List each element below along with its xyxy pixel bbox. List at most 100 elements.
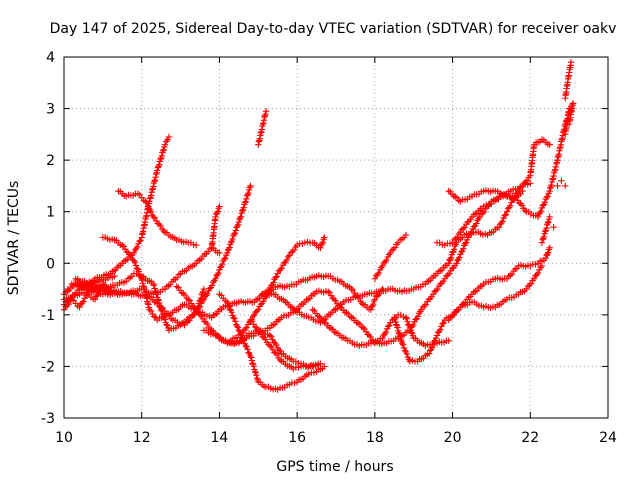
- series-sat-r: [445, 100, 577, 324]
- data-point: [228, 309, 235, 316]
- data-point: [289, 248, 296, 255]
- data-point: [266, 342, 274, 349]
- data-point: [139, 277, 146, 284]
- data-point: [152, 287, 159, 295]
- data-point: [126, 251, 133, 258]
- data-point: [143, 199, 150, 207]
- data-point: [519, 187, 526, 195]
- data-point: [403, 315, 410, 322]
- data-point: [537, 207, 545, 215]
- data-point: [135, 268, 142, 275]
- data-point: [382, 328, 390, 336]
- data-point: [154, 164, 162, 171]
- data-point: [225, 245, 232, 253]
- data-point: [414, 313, 422, 320]
- data-point: [120, 243, 127, 250]
- data-point: [253, 375, 261, 382]
- data-point: [554, 182, 561, 190]
- chart-title: Day 147 of 2025, Sidereal Day-to-day VTE…: [50, 21, 617, 37]
- data-point: [403, 350, 411, 358]
- data-point: [277, 266, 284, 273]
- x-tick-label: 12: [133, 430, 151, 446]
- y-tick-label: 2: [46, 153, 55, 169]
- data-point: [164, 136, 171, 143]
- data-point: [378, 264, 385, 271]
- data-point: [276, 356, 284, 364]
- data-point: [445, 270, 453, 277]
- data-point: [545, 246, 553, 253]
- data-point: [158, 152, 165, 160]
- data-point: [146, 195, 154, 202]
- data-point: [212, 275, 219, 282]
- data-point: [163, 321, 170, 328]
- data-point: [215, 205, 222, 212]
- series-sat-d: [60, 107, 270, 334]
- data-point: [449, 239, 456, 246]
- data-point: [445, 187, 452, 195]
- data-point: [231, 229, 239, 237]
- data-point: [154, 167, 161, 174]
- data-point: [151, 178, 158, 185]
- data-point: [270, 279, 277, 286]
- data-point: [248, 316, 256, 323]
- data-point: [130, 249, 138, 257]
- data-point: [569, 100, 577, 107]
- data-point: [251, 311, 258, 319]
- data-point: [448, 265, 456, 272]
- data-point: [450, 246, 458, 253]
- data-point: [473, 220, 480, 227]
- data-point: [145, 301, 152, 308]
- data-point: [445, 337, 452, 344]
- data-point: [437, 326, 444, 333]
- data-point: [203, 292, 210, 299]
- data-point: [147, 208, 155, 216]
- data-point: [369, 302, 376, 309]
- data-point: [534, 269, 542, 277]
- data-point: [326, 289, 333, 297]
- data-point: [275, 346, 283, 354]
- data-point: [507, 272, 514, 279]
- data-point: [175, 284, 182, 291]
- x-tick-label: 22: [521, 430, 539, 446]
- data-point: [518, 202, 526, 209]
- grid-lines: [64, 57, 608, 418]
- data-point: [215, 269, 222, 277]
- data-point: [141, 285, 148, 293]
- data-point: [375, 269, 382, 277]
- y-tick-labels: -3 -2 -1 0 1 2 3 4: [41, 50, 55, 427]
- data-point: [430, 338, 438, 345]
- data-point: [249, 360, 256, 367]
- data-point: [318, 240, 326, 248]
- data-point: [449, 249, 456, 256]
- data-point: [198, 312, 205, 320]
- data-point: [225, 303, 233, 310]
- data-point: [309, 306, 316, 313]
- data-point: [550, 172, 557, 180]
- data-point: [371, 275, 379, 282]
- data-point: [132, 262, 140, 269]
- data-point: [138, 275, 145, 282]
- data-point: [204, 320, 211, 328]
- data-point: [321, 363, 328, 370]
- data-point: [453, 260, 460, 267]
- data-point: [426, 350, 433, 357]
- data-point: [367, 306, 375, 313]
- data-point: [186, 297, 193, 304]
- data-point: [150, 313, 158, 320]
- data-point: [243, 195, 250, 202]
- data-point: [320, 235, 327, 243]
- data-point: [147, 192, 155, 199]
- data-point: [529, 277, 536, 284]
- data-point: [379, 262, 386, 270]
- data-point: [383, 256, 390, 264]
- data-point: [452, 235, 459, 242]
- data-point: [272, 274, 279, 281]
- series-sat-i: [216, 291, 328, 393]
- data-point: [402, 314, 410, 321]
- data-point: [237, 214, 244, 222]
- data-point: [229, 235, 236, 243]
- data-point: [208, 282, 216, 289]
- data-point: [230, 314, 237, 321]
- data-point: [91, 296, 99, 303]
- data-point: [286, 252, 293, 259]
